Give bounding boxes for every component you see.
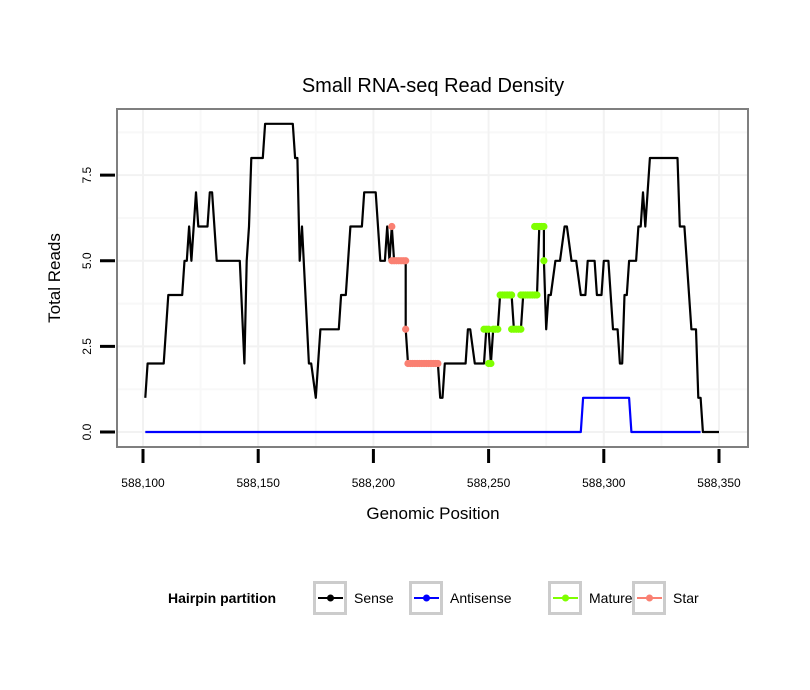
data-point-star: [402, 325, 410, 333]
y-axis: 0.0 2.5 5.0 7.5: [80, 166, 115, 440]
data-point-mature: [508, 291, 516, 299]
data-point-mature: [533, 291, 541, 299]
legend-label: Mature: [589, 590, 633, 606]
minor-gridlines: [117, 109, 748, 447]
data-point-star: [388, 222, 396, 231]
legend-label: Sense: [354, 590, 394, 606]
data-point-star: [402, 257, 410, 265]
x-axis: 588,100 588,150 588,200 588,250 588,300 588,3…: [121, 449, 741, 490]
x-tick-label: 588,200: [352, 476, 396, 490]
data-point-mature: [517, 325, 525, 333]
x-tick-label: 588,150: [237, 476, 281, 490]
legend-label: Star: [673, 590, 699, 606]
x-tick-label: 588,300: [582, 476, 626, 490]
panel-background: [117, 109, 748, 447]
x-tick-label: 588,100: [121, 476, 165, 490]
legend-key-point: [646, 594, 653, 602]
y-tick-label: 5.0: [80, 252, 94, 269]
series-line-sense: [144, 122, 719, 434]
data-point-mature: [540, 222, 548, 231]
chart-title: Small RNA-seq Read Density: [302, 75, 564, 97]
series-layer: [144, 122, 719, 434]
panel-border: [116, 108, 749, 448]
data-point-mature: [487, 359, 495, 368]
major-gridlines: [117, 109, 748, 447]
legend: Hairpin partition Sense Antisense Mature St…: [168, 581, 699, 615]
legend-item-sense: Sense: [313, 581, 394, 615]
data-point-mature: [494, 325, 502, 333]
legend-key-point: [562, 594, 569, 602]
data-point-mature: [540, 257, 548, 265]
y-axis-title: Total Reads: [45, 233, 64, 323]
data-point-star: [434, 359, 442, 368]
x-tick-label: 588,250: [467, 476, 511, 490]
plot-panel: [116, 108, 749, 448]
y-tick-label: 0.0: [80, 423, 94, 440]
legend-item-star: Star: [632, 581, 699, 615]
legend-key-point: [423, 594, 430, 602]
legend-title: Hairpin partition: [168, 590, 276, 606]
legend-key-point: [327, 594, 334, 602]
y-tick-label: 2.5: [80, 338, 94, 355]
y-tick-label: 7.5: [80, 166, 94, 183]
legend-label: Antisense: [450, 590, 512, 606]
x-axis-title: Genomic Position: [366, 504, 499, 523]
series-line-antisense: [145, 396, 701, 434]
legend-item-mature: Mature: [548, 581, 633, 615]
legend-item-antisense: Antisense: [409, 581, 512, 615]
x-tick-label: 588,350: [697, 476, 741, 490]
